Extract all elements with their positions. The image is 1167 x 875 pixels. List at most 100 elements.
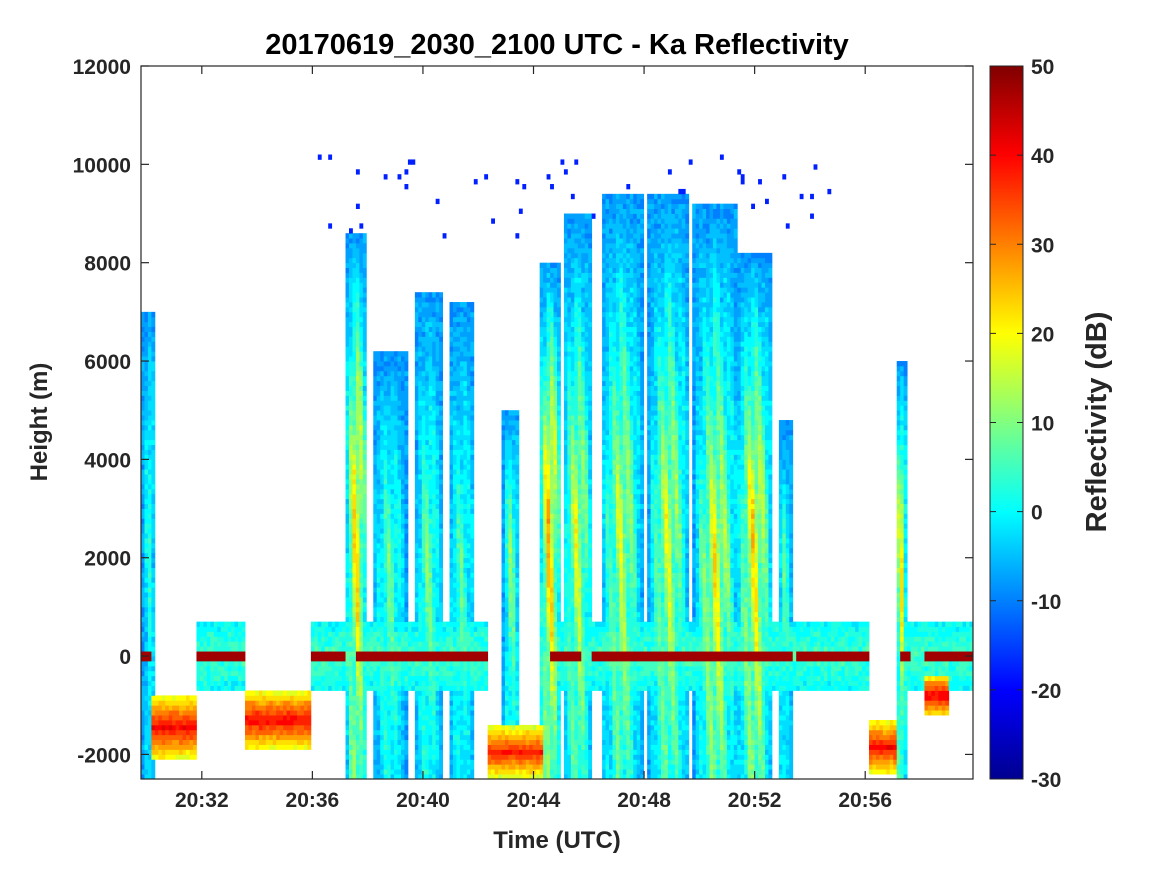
heatmap-cell [647, 503, 651, 509]
heatmap-cell [629, 572, 634, 583]
heatmap-cell [605, 238, 610, 244]
heatmap-cell [574, 621, 579, 637]
heatmap-cell [432, 719, 437, 750]
heatmap-cell [141, 523, 145, 534]
heatmap-cell [394, 380, 398, 396]
heatmap-cell [626, 513, 631, 519]
heatmap-cell [636, 685, 641, 691]
heatmap-cell [598, 626, 603, 632]
heatmap-cell [453, 587, 457, 603]
heatmap-cell [428, 523, 433, 534]
heatmap-cell [141, 493, 145, 505]
heatmap-cell [636, 420, 641, 426]
heatmap-cell [508, 739, 513, 745]
heatmap-cell [574, 233, 579, 239]
heatmap-cell [574, 719, 579, 741]
heatmap-cell [359, 587, 364, 598]
heatmap-cell [602, 483, 606, 490]
heatmap-cell [394, 660, 398, 667]
heatmap-cell [640, 508, 645, 519]
heatmap-cell [570, 651, 575, 662]
heatmap-cell [352, 385, 357, 396]
heatmap-cell [463, 724, 468, 731]
heatmap-cell [570, 233, 575, 249]
heatmap-cell [345, 415, 350, 431]
heatmap-cell [550, 405, 554, 411]
heatmap-cell [404, 631, 409, 637]
heatmap-cell [383, 562, 388, 568]
heatmap-cell [345, 247, 350, 264]
heatmap-cell [359, 424, 364, 431]
heatmap-cell [591, 626, 596, 637]
heatmap-cell [619, 262, 624, 269]
heatmap-cell [352, 695, 357, 701]
heatmap-cell [501, 754, 506, 760]
heatmap-cell [550, 356, 554, 362]
heatmap-cell [418, 695, 423, 711]
heatmap-cell [397, 405, 402, 411]
heatmap-cell [539, 498, 544, 505]
heatmap-cell [373, 415, 378, 426]
heatmap-cell [619, 739, 624, 750]
heatmap-cell [588, 523, 593, 529]
heatmap-cell [435, 336, 440, 362]
heatmap-cell [376, 429, 381, 436]
heatmap-cell [588, 277, 593, 283]
heatmap-cell [550, 611, 554, 632]
heatmap-cell [383, 533, 388, 544]
heatmap-cell [563, 444, 568, 465]
heatmap-cell [470, 439, 475, 446]
heatmap-cell [633, 631, 638, 642]
heatmap-cell [629, 233, 634, 239]
heatmap-cell [584, 469, 589, 475]
heatmap-cell [362, 267, 367, 278]
heatmap-cell [359, 321, 364, 328]
heatmap-cell [570, 508, 575, 514]
heatmap-cell [456, 410, 461, 421]
heatmap-cell [397, 646, 402, 652]
heatmap-cell [141, 488, 145, 495]
heatmap-cell [511, 734, 516, 741]
heatmap-cell [511, 582, 516, 623]
heatmap-cell [366, 670, 371, 677]
heatmap-cell [345, 262, 350, 269]
heatmap-cell [602, 415, 606, 421]
heatmap-cell [394, 449, 398, 455]
heatmap-cell [633, 218, 638, 234]
heatmap-cell [626, 331, 631, 337]
heatmap-cell [401, 479, 405, 485]
heatmap-cell [352, 267, 357, 283]
heatmap-cell [470, 660, 475, 677]
heatmap-cell [421, 557, 426, 564]
heatmap-cell [525, 724, 530, 731]
heatmap-cell [570, 341, 575, 347]
heatmap-cell [418, 557, 423, 564]
heatmap-cell [258, 744, 263, 750]
heatmap-cell [636, 705, 641, 711]
heatmap-cell [418, 380, 423, 401]
heatmap-cell [543, 311, 547, 323]
heatmap-cell [505, 518, 509, 539]
heatmap-cell [647, 395, 651, 411]
heatmap-cell [553, 582, 558, 588]
heatmap-cell [407, 621, 412, 632]
heatmap-cell [647, 513, 651, 519]
heatmap-cell [380, 636, 385, 642]
heatmap-cell [640, 306, 645, 313]
heatmap-cell [602, 538, 606, 549]
heatmap-cell [615, 729, 620, 736]
heatmap-cell [615, 203, 620, 209]
heatmap-cell [550, 641, 554, 652]
heatmap-cell [550, 464, 554, 470]
heatmap-cell [463, 685, 468, 701]
heatmap-cell [609, 272, 613, 278]
heatmap-cell [352, 518, 357, 534]
heatmap-cell [598, 651, 603, 662]
heatmap-cell [414, 434, 419, 441]
heatmap-cell [144, 641, 149, 652]
heatmap-cell [362, 759, 367, 775]
heatmap-cell [577, 601, 582, 618]
heatmap-cell [321, 665, 326, 677]
heatmap-cell [577, 705, 582, 711]
heatmap-cell [349, 311, 353, 323]
